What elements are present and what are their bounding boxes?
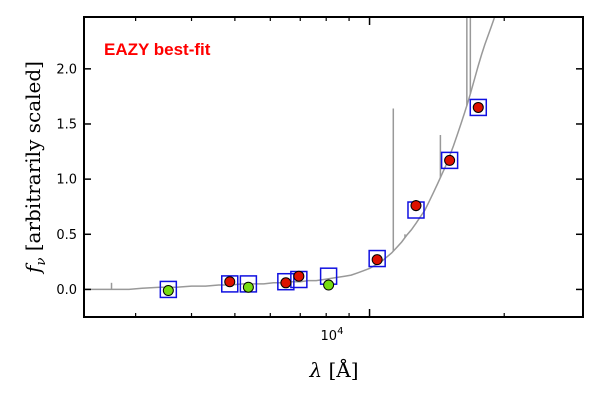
model-flux-marker (368, 249, 386, 268)
model-photometry-layer (159, 98, 488, 299)
observed-flux-point (280, 277, 292, 289)
y-axis-rest: [arbitrarily scaled] (21, 61, 45, 258)
model-flux-marker (440, 151, 459, 170)
observed-photometry-layer (162, 101, 484, 297)
axes-layer (83, 16, 584, 318)
observed-flux-point (224, 276, 236, 288)
y-tick-label: 0.5 (56, 228, 77, 243)
y-axis-sub: ν (34, 258, 49, 266)
y-tick-label: 1.5 (56, 117, 77, 132)
observed-flux-point (293, 270, 305, 282)
x-axis-var: λ (308, 358, 322, 382)
x-tick-exponent: 4 (337, 326, 343, 337)
observed-flux-point (410, 200, 422, 212)
observed-upper-limit-point (242, 281, 254, 293)
y-tick-label: 2.0 (56, 62, 77, 77)
model-flux-marker (277, 272, 295, 291)
observed-flux-point (444, 154, 456, 166)
y-tick-label: 1.0 (56, 173, 77, 188)
model-flux-marker (469, 98, 488, 117)
x-tick-base: 10 (321, 329, 338, 344)
observed-flux-point (472, 101, 484, 113)
plot-frame (83, 16, 584, 318)
ticks-layer: 0.0 0.5 1.0 1.5 2.0 (56, 17, 583, 317)
observed-upper-limit-point (162, 285, 174, 297)
model-flux-marker (221, 275, 239, 293)
y-tick-label: 0.0 (56, 283, 77, 298)
x-axis-title: λ [Å] (308, 357, 358, 382)
observed-flux-point (371, 254, 383, 266)
y-axis-title: fν [arbitrarily scaled] (21, 61, 49, 275)
annotation-label: EAZY best-fit (104, 40, 211, 59)
x-tick-label-major: 104 (321, 326, 344, 344)
observed-upper-limit-point (323, 279, 335, 291)
model-flux-marker (159, 280, 178, 299)
x-axis-unit: [Å] (328, 357, 358, 382)
